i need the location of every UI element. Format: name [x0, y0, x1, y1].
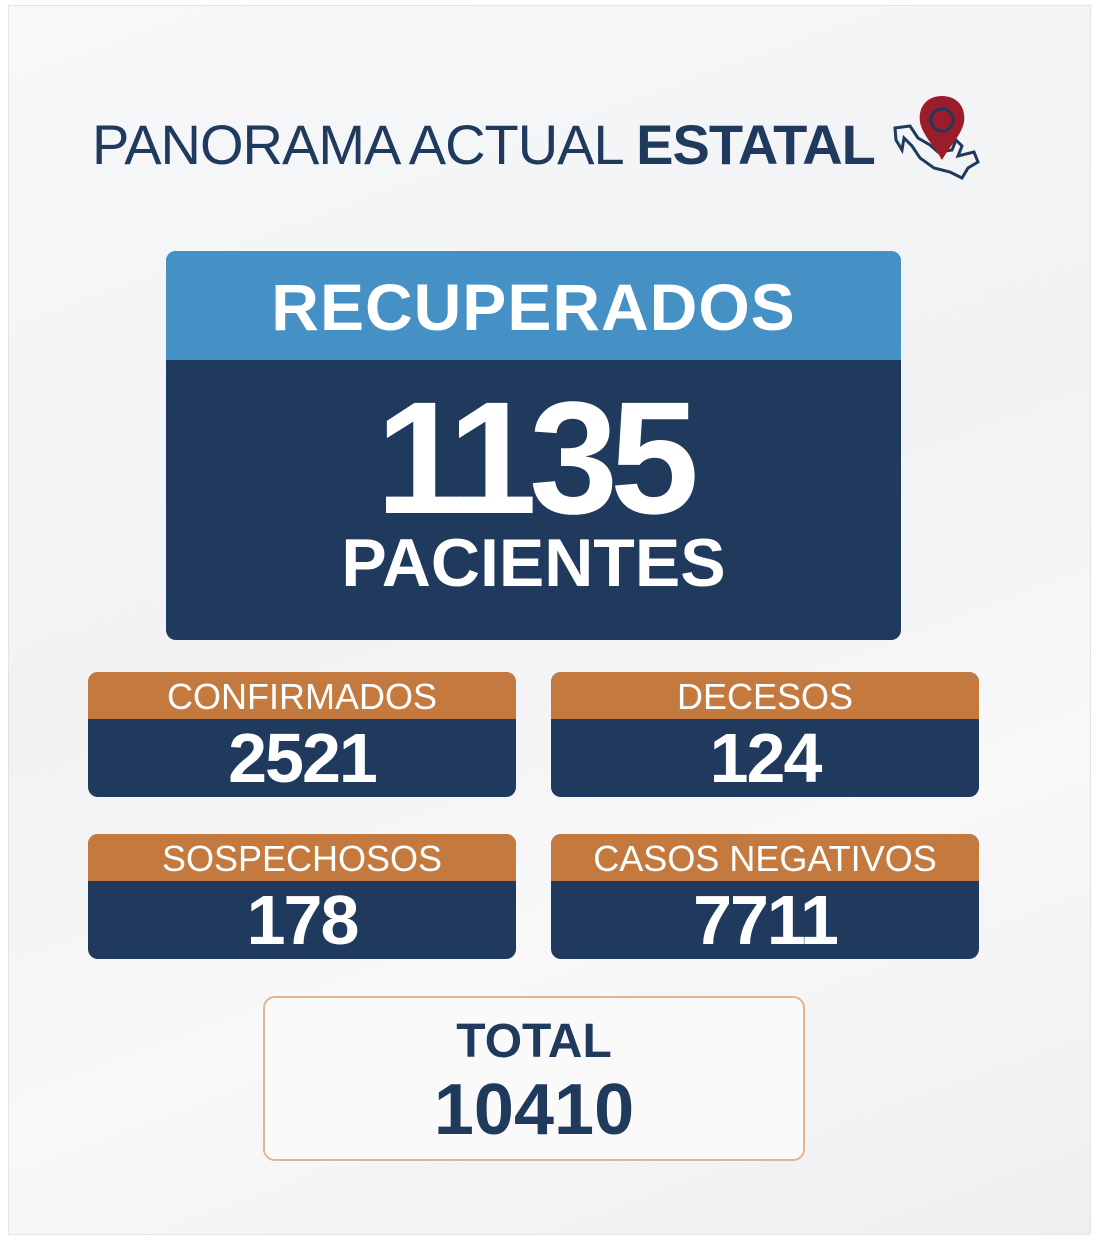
- stat-sospechosos: SOSPECHOSOS 178: [88, 834, 516, 959]
- stat-casos-negativos: CASOS NEGATIVOS 7711: [551, 834, 979, 959]
- total-value: 10410: [433, 1070, 635, 1150]
- title-bold: ESTATAL: [636, 113, 876, 176]
- stat-confirmados: CONFIRMADOS 2521: [88, 672, 516, 797]
- recuperados-value: 1135: [375, 368, 699, 547]
- stat-value: 124: [709, 719, 823, 797]
- total-label: TOTAL: [456, 1015, 612, 1068]
- title-light: PANORAMA ACTUAL: [92, 113, 637, 176]
- stat-decesos: DECESOS 124: [551, 672, 979, 797]
- stat-value: 178: [246, 881, 360, 959]
- stat-value: 2521: [228, 719, 378, 797]
- stat-label: SOSPECHOSOS: [88, 834, 516, 881]
- stat-label: CASOS NEGATIVOS: [551, 834, 979, 881]
- recuperados-label: RECUPERADOS: [166, 251, 901, 360]
- mexico-map-pin-icon: [893, 96, 980, 180]
- recuperados-unit: PACIENTES: [341, 525, 726, 601]
- total-panel: TOTAL 10410: [263, 996, 805, 1161]
- page-title: PANORAMA ACTUAL ESTATAL: [92, 112, 876, 177]
- stat-value: 7711: [693, 881, 839, 959]
- recuperados-panel: RECUPERADOS 1135 PACIENTES: [166, 251, 901, 640]
- stat-label: CONFIRMADOS: [88, 672, 516, 719]
- stat-label: DECESOS: [551, 672, 979, 719]
